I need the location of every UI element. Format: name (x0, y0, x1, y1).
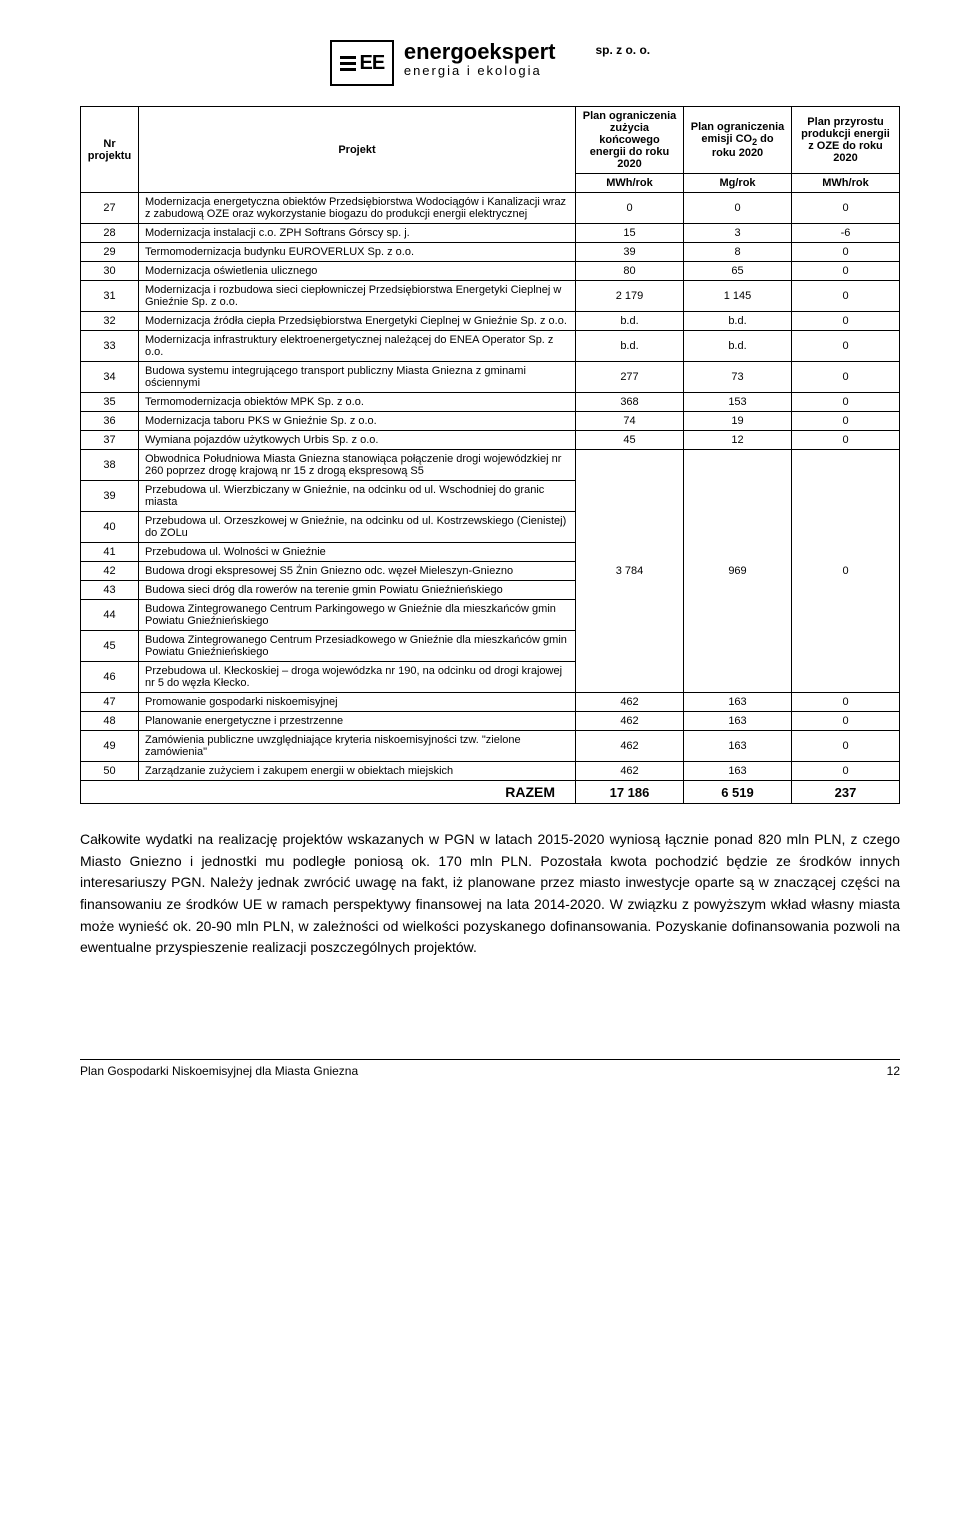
unit-header-2: Mg/rok (684, 174, 792, 193)
table-row: 48Planowanie energetyczne i przestrzenne… (81, 712, 900, 731)
col-header-plan2: Plan ograniczenia emisji CO2 do roku 202… (684, 107, 792, 174)
table-row: 33Modernizacja infrastruktury elektroene… (81, 331, 900, 362)
unit-header-3: MWh/rok (792, 174, 900, 193)
total-row: RAZEM17 1866 519237 (81, 781, 900, 804)
table-row: 29Termomodernizacja budynku EUROVERLUX S… (81, 243, 900, 262)
projects-table: Nr projektu Projekt Plan ograniczenia zu… (80, 106, 900, 804)
unit-header-1: MWh/rok (576, 174, 684, 193)
brand-name: energoekspert (404, 40, 556, 64)
table-row: 30Modernizacja oświetlenia ulicznego8065… (81, 262, 900, 281)
body-paragraph: Całkowite wydatki na realizację projektó… (80, 829, 900, 959)
table-row: 28Modernizacja instalacji c.o. ZPH Softr… (81, 224, 900, 243)
table-row: 37Wymiana pojazdów użytkowych Urbis Sp. … (81, 431, 900, 450)
table-row: 35Termomodernizacja obiektów MPK Sp. z o… (81, 393, 900, 412)
brand-block: energoekspert energia i ekologia (404, 40, 556, 78)
page-header: EE energoekspert energia i ekologia sp. … (80, 40, 900, 86)
col-header-projekt: Projekt (139, 107, 576, 193)
table-row: 47Promowanie gospodarki niskoemisyjnej46… (81, 693, 900, 712)
table-row: 50Zarządzanie zużyciem i zakupem energii… (81, 762, 900, 781)
logo-text: EE (360, 52, 385, 75)
table-row: 27Modernizacja energetyczna obiektów Prz… (81, 193, 900, 224)
table-row: 32Modernizacja źródła ciepła Przedsiębio… (81, 312, 900, 331)
col-header-plan3: Plan przyrostu produkcji energii z OZE d… (792, 107, 900, 174)
logo-icon: EE (330, 40, 394, 86)
col-header-nr: Nr projektu (81, 107, 139, 193)
table-row: 49Zamówienia publiczne uwzględniające kr… (81, 731, 900, 762)
table-row: 31Modernizacja i rozbudowa sieci ciepłow… (81, 281, 900, 312)
table-row: 34Budowa systemu integrującego transport… (81, 362, 900, 393)
company-form: sp. z o. o. (595, 43, 650, 57)
table-row: 38Obwodnica Południowa Miasta Gniezna st… (81, 450, 900, 481)
page-number: 12 (887, 1064, 900, 1078)
table-row: 36Modernizacja taboru PKS w Gnieźnie Sp.… (81, 412, 900, 431)
page-footer: Plan Gospodarki Niskoemisyjnej dla Miast… (80, 1059, 900, 1078)
brand-tagline: energia i ekologia (404, 64, 556, 78)
col-header-plan1: Plan ograniczenia zużycia końcowego ener… (576, 107, 684, 174)
footer-title: Plan Gospodarki Niskoemisyjnej dla Miast… (80, 1064, 358, 1078)
